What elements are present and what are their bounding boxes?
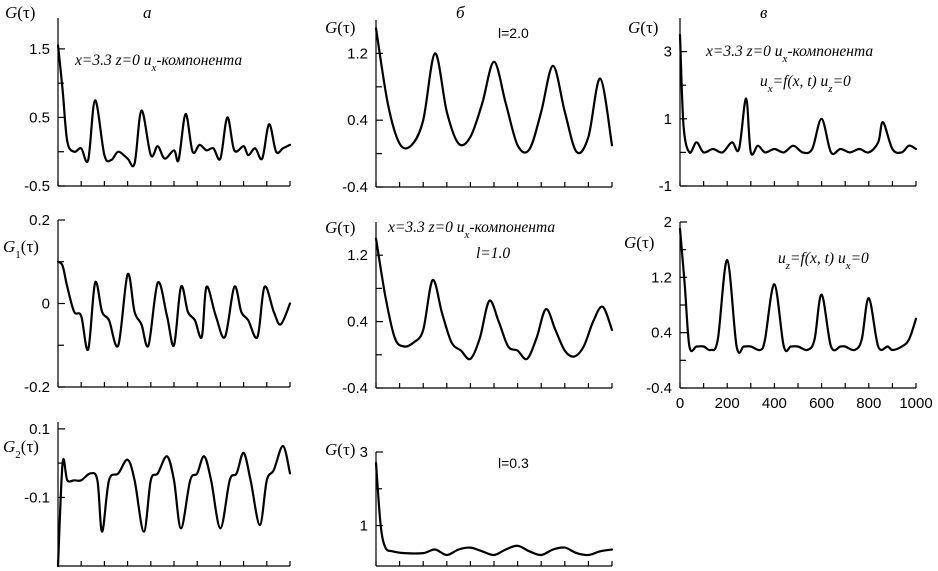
y-axis-label: G(τ) xyxy=(325,440,355,459)
y-axis-label: G(τ) xyxy=(325,18,355,37)
annotation: x=3.3 z=0 ux-компонента xyxy=(74,52,242,74)
x-tick-label: 0 xyxy=(676,395,684,412)
series-line xyxy=(56,444,292,568)
series-line xyxy=(56,44,292,168)
chart-б-0: 1.2 0.4 -0.4 G(τ) l=2.0 xyxy=(325,18,614,196)
annotation: x=3.3 z=0 ux-компонента xyxy=(705,43,873,65)
chart-в-1: 2 1.2 0.4 -0.40 200 400 600 800 1000 G(τ) uz=f(x, … xyxy=(624,214,933,412)
y-tick-label: 3 xyxy=(664,44,672,61)
series-line xyxy=(678,227,918,354)
series-line xyxy=(374,461,614,557)
chart-в-0: 3 1 -1 G(τ) x=3.3 z=0 ux-компонента ux=f(x, t… xyxy=(628,18,918,195)
x-tick-label: 800 xyxy=(856,395,881,412)
series-line xyxy=(374,27,614,155)
panel-label-a: а xyxy=(143,3,152,22)
y-tick-label: 0.4 xyxy=(347,112,368,129)
x-tick-label: 600 xyxy=(809,395,834,412)
y-axis-label: G(τ) xyxy=(624,233,654,252)
y-tick-label: 3 xyxy=(360,444,368,461)
chart-б-1: 1.2 0.4 -0.4 G(τ) x=3.3 z=0 ux-компонента l=1… xyxy=(325,218,614,397)
y-tick-label: -0.4 xyxy=(646,380,672,397)
panel-label-b: б xyxy=(456,3,465,22)
chart-б-2: 3 1 G(τ) l=0.3 xyxy=(325,440,614,567)
annotation: l=1.0 xyxy=(476,245,510,262)
y-tick-label: 1 xyxy=(360,518,368,535)
chart-а-1: 0.2 0 -0.2 G1(τ) xyxy=(3,212,292,396)
x-tick-label: 400 xyxy=(762,395,787,412)
y-tick-label: 0.2 xyxy=(29,212,50,229)
y-tick-label: 0.4 xyxy=(651,325,672,342)
y-tick-label: -0.4 xyxy=(342,179,368,196)
series-line xyxy=(678,33,918,156)
y-tick-label: 1.5 xyxy=(29,41,50,58)
annotation: ux=f(x, t) uz=0 xyxy=(760,73,851,95)
x-tick-label: 200 xyxy=(715,395,740,412)
y-tick-label: 1 xyxy=(664,111,672,128)
annotation: x=3.3 z=0 ux-компонента xyxy=(387,219,555,241)
y-tick-label: 0.4 xyxy=(347,314,368,331)
y-axis-label: G(τ) xyxy=(628,18,658,37)
y-tick-label: 0.5 xyxy=(29,109,50,126)
annotation: l=0.3 xyxy=(498,455,529,471)
series-line xyxy=(374,237,614,361)
series-line xyxy=(56,260,292,351)
annotation: l=2.0 xyxy=(498,25,529,41)
y-tick-label: 1.2 xyxy=(347,247,368,264)
y-tick-label: -0.1 xyxy=(24,489,50,506)
plots-group: 1.5 0.5 -0.5 G(τ) x=3.3 z=0 ux-компонента 0.2… xyxy=(3,3,933,568)
annotation: uz=f(x, t) ux=0 xyxy=(778,250,869,272)
y-tick-label: 0.1 xyxy=(29,421,50,438)
chart-а-0: 1.5 0.5 -0.5 G(τ) x=3.3 z=0 ux-компонента xyxy=(5,3,292,195)
y-tick-label: 2 xyxy=(664,214,672,231)
panel-label-v: в xyxy=(760,3,768,22)
x-tick-label: 1000 xyxy=(899,395,932,412)
y-tick-label: -1 xyxy=(659,178,672,195)
y-tick-label: -0.2 xyxy=(24,379,50,396)
y-axis-label: G1(τ) xyxy=(3,237,39,261)
y-tick-label: 0 xyxy=(42,296,50,313)
y-axis-label: G(τ) xyxy=(325,218,355,237)
y-axis-label: G2(τ) xyxy=(3,437,39,461)
y-tick-label: 1.2 xyxy=(347,45,368,62)
y-tick-label: -0.4 xyxy=(342,380,368,397)
chart-а-2: 0.1 -0.1 G2(τ) xyxy=(3,421,292,568)
y-tick-label: -0.5 xyxy=(24,178,50,195)
y-axis-label: G(τ) xyxy=(5,3,35,22)
y-tick-label: 1.2 xyxy=(651,269,672,286)
